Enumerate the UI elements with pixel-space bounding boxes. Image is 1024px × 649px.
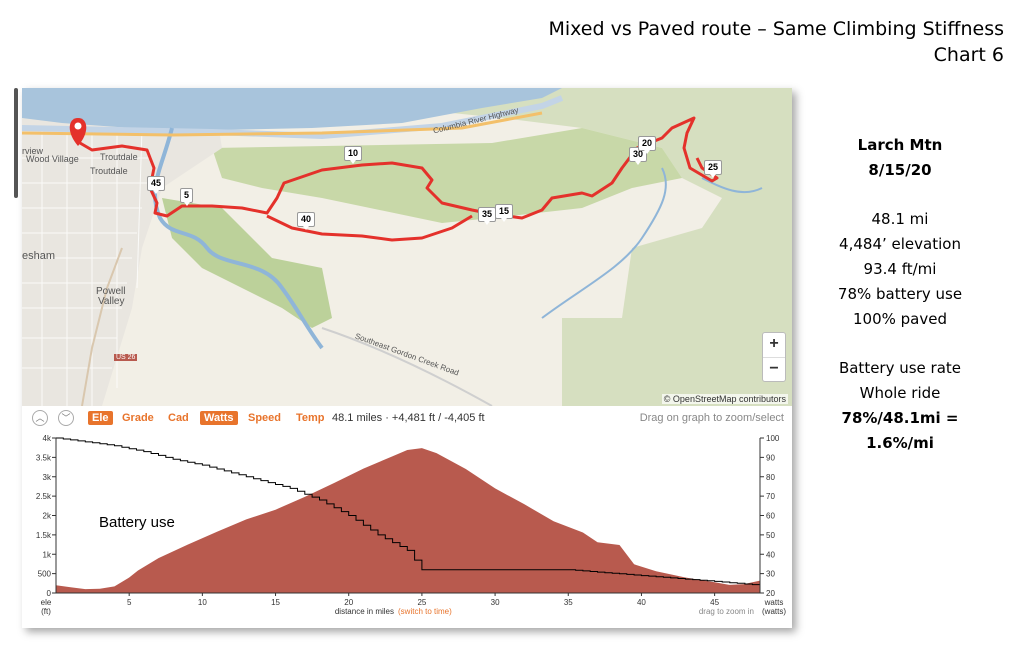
graph-toolbar: ︿ ﹀ Ele Grade Cad Watts Speed Temp 48.1 … (22, 406, 792, 430)
km-marker[interactable]: 15 (495, 204, 514, 222)
map-label-gresham: esham (22, 250, 56, 262)
x-tick-label: 20 (344, 598, 353, 607)
tab-cad[interactable]: Cad (168, 412, 189, 424)
route-stats: 48.1 miles · +4,481 ft / -4,405 ft (332, 412, 485, 424)
km-marker[interactable]: 40 (297, 212, 316, 230)
map-label-troutdale: Troutdale (100, 152, 138, 162)
km-marker[interactable]: 45 (147, 176, 166, 194)
zoom-in-button[interactable]: + (769, 335, 779, 352)
x-tick-label: 5 (127, 598, 132, 607)
right-tick-label: 70 (766, 492, 775, 501)
km-marker[interactable]: 35 (478, 207, 497, 225)
elevation-graph[interactable]: 0 500 1k 1.5k 2k 2.5k 3k 3.5k 4k 20 30 40 50 60 70 80 90… (22, 430, 792, 628)
battery-use-line (56, 437, 761, 586)
route-map[interactable]: 10 45 5 40 35 15 30 20 25 rview Wood Vil… (22, 88, 792, 406)
route-line (79, 116, 719, 242)
left-tick-label: 500 (38, 570, 52, 579)
left-axis-unit-2: (ft) (41, 607, 51, 616)
left-tick-label: 1k (43, 550, 52, 559)
tab-watts[interactable]: Watts (200, 411, 238, 425)
left-tick-label: 4k (43, 434, 52, 443)
map-canvas (22, 88, 792, 406)
left-tick-label: 2k (43, 512, 52, 521)
forest-area-dark (212, 128, 682, 223)
scrollbar[interactable] (14, 88, 18, 198)
km-marker[interactable]: 5 (180, 188, 194, 206)
ride-elevation: 4,484’ elevation (839, 235, 961, 253)
x-tick-label: 10 (198, 598, 207, 607)
rate-label-1: Battery use rate (838, 359, 962, 377)
tab-temp[interactable]: Temp (296, 412, 325, 424)
map-label-us26: US 26 (114, 354, 138, 361)
forest-area (212, 88, 792, 406)
slide-title-line1: Mixed vs Paved route – Same Climbing Sti… (548, 18, 1004, 40)
right-tick-label: 90 (766, 453, 775, 462)
right-tick-label: 40 (766, 550, 775, 559)
ride-date: 8/15/20 (868, 161, 932, 179)
right-tick-label: 30 (766, 570, 775, 579)
creek (541, 167, 763, 319)
km-marker[interactable]: 10 (344, 146, 363, 164)
graph-canvas[interactable]: 0 500 1k 1.5k 2k 2.5k 3k 3.5k 4k 20 30 40 50 60 70 80 90… (22, 430, 792, 628)
left-tick-label: 2.5k (36, 492, 52, 501)
ride-name: Larch Mtn (857, 136, 943, 154)
tab-grade[interactable]: Grade (122, 412, 154, 424)
tab-speed[interactable]: Speed (248, 412, 282, 424)
rate-value: 1.6%/mi (866, 434, 934, 452)
elevation-area (56, 448, 760, 593)
x-tick-label: 30 (491, 598, 500, 607)
left-axis-unit: ele (41, 598, 52, 607)
switch-to-time-link[interactable]: (switch to time) (398, 607, 452, 616)
highway (22, 111, 543, 137)
right-axis-unit-2: (watts) (762, 607, 786, 616)
left-tick-label: 0 (47, 589, 52, 598)
right-axis-unit: watts (764, 598, 784, 607)
map-label-powell: Powell (96, 286, 126, 297)
km-marker[interactable]: 25 (704, 160, 723, 178)
right-tick-label: 100 (766, 434, 780, 443)
gordon-creek-road (321, 327, 493, 406)
left-tick-label: 1.5k (36, 531, 52, 540)
ride-panel: 10 45 5 40 35 15 30 20 25 rview Wood Vil… (22, 88, 792, 628)
km-marker[interactable]: 20 (638, 136, 657, 154)
ride-summary: Larch Mtn 8/15/20 48.1 mi 4,484’ elevati… (815, 133, 985, 456)
ride-battery: 78% battery use (837, 285, 963, 303)
x-tick-label: 15 (271, 598, 280, 607)
right-tick-label: 50 (766, 531, 775, 540)
right-tick-label: 80 (766, 473, 775, 482)
slide-title-line2: Chart 6 (933, 44, 1004, 66)
ride-distance: 48.1 mi (871, 210, 929, 228)
ride-gradient: 93.4 ft/mi (863, 260, 937, 278)
x-axis-label: distance in miles (335, 607, 394, 616)
map-label-troutdale-2: Troutdale (90, 166, 128, 176)
collapse-up-button[interactable]: ︿ (32, 410, 48, 426)
x-tick-label: 45 (710, 598, 719, 607)
left-tick-label: 3.5k (36, 453, 52, 462)
ride-paved: 100% paved (853, 310, 947, 328)
map-label-rview: rview (22, 146, 44, 156)
x-tick-label: 25 (417, 598, 426, 607)
start-pin-shape (69, 118, 87, 146)
drag-hint: Drag on graph to zoom/select (639, 412, 784, 424)
rate-label-2: Whole ride (859, 384, 941, 402)
rate-formula: 78%/48.1mi = (841, 409, 959, 427)
collapse-down-button[interactable]: ﹀ (58, 410, 74, 426)
us-26-road (81, 247, 123, 406)
right-tick-label: 20 (766, 589, 775, 598)
battery-use-annotation: Battery use (99, 514, 175, 531)
map-attribution[interactable]: © OpenStreetMap contributors (661, 394, 788, 404)
drag-zoom-hint: drag to zoom in (699, 607, 754, 616)
urban-area (22, 88, 222, 406)
columbia-river (22, 88, 562, 130)
zoom-control: + − (762, 332, 786, 382)
zoom-out-button[interactable]: − (763, 357, 785, 381)
map-label-wood-village: Wood Village (26, 154, 79, 164)
map-label-valley: Valley (98, 296, 125, 307)
tab-ele[interactable]: Ele (88, 411, 113, 425)
left-tick-label: 3k (43, 473, 52, 482)
x-tick-label: 35 (564, 598, 573, 607)
right-tick-label: 60 (766, 512, 775, 521)
x-tick-label: 40 (637, 598, 646, 607)
slide-title: Mixed vs Paved route – Same Climbing Sti… (548, 16, 1004, 68)
